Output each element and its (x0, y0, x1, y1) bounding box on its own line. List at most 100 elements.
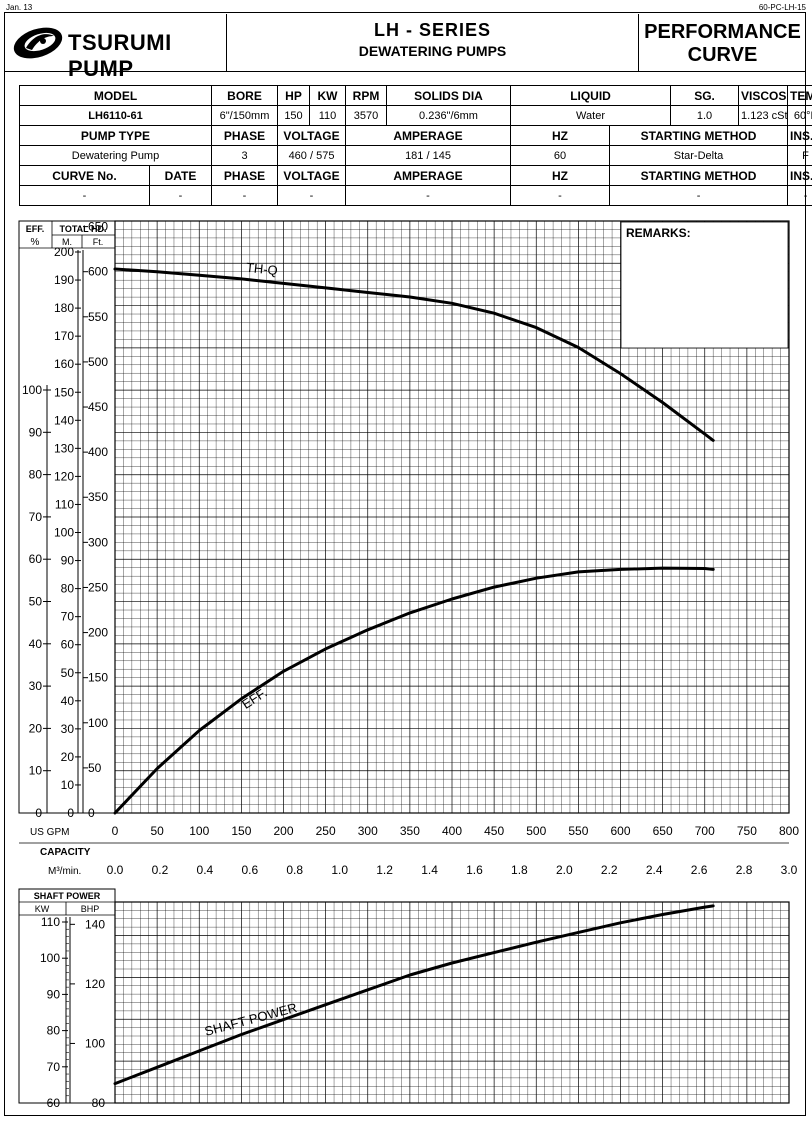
x-primary-tick-label: 50 (150, 824, 164, 838)
x-primary-tick-label: 150 (231, 824, 251, 838)
head-m-tick-label: 50 (61, 666, 75, 680)
x-primary-tick-label: 650 (653, 824, 673, 838)
head-m-tick-label: 150 (54, 385, 74, 399)
head-ft-tick-label: 600 (88, 265, 108, 279)
x-primary-tick-label: 800 (779, 824, 799, 838)
x-secondary-tick-label: 0.8 (286, 863, 303, 877)
head-m-tick-label: 180 (54, 301, 74, 315)
head-ft-unit: Ft. (93, 237, 104, 247)
label-kw: KW (309, 85, 346, 106)
x-primary-tick-label: 250 (316, 824, 336, 838)
eff-axis-header: EFF. (26, 224, 45, 234)
spec-row-2-values: Dewatering Pump 3 460 / 575 181 / 145 60… (19, 145, 812, 166)
head-m-tick-label: 60 (61, 638, 75, 652)
th-q-label: TH-Q (245, 260, 278, 278)
head-m-tick-label: 120 (54, 469, 74, 483)
doc-type-block: PERFORMANCE CURVE (639, 14, 806, 72)
kw-tick-label: 90 (47, 987, 61, 1001)
x-primary-tick-label: 750 (737, 824, 757, 838)
x-secondary-unit: M³/min. (48, 866, 81, 877)
x-primary-tick-label: 100 (189, 824, 209, 838)
head-ft-tick-label: 500 (88, 355, 108, 369)
x-secondary-tick-label: 2.8 (736, 863, 753, 877)
kw-tick-label: 110 (41, 915, 60, 929)
x-primary-unit: US GPM (30, 827, 69, 838)
head-ft-tick-label: 650 (88, 220, 108, 234)
kw-tick-label: 100 (40, 951, 60, 965)
kw-unit: KW (35, 904, 50, 914)
head-ft-tick-label: 550 (88, 310, 108, 324)
x-secondary-tick-label: 1.6 (466, 863, 483, 877)
kw-tick-label: 60 (47, 1096, 61, 1110)
head-m-tick-label: 170 (54, 329, 74, 343)
eff-tick-label: 60 (29, 552, 43, 566)
head-ft-tick-label: 150 (88, 671, 108, 685)
header-divider (4, 71, 806, 72)
eff-tick-label: 10 (29, 764, 43, 778)
x-primary-tick-label: 400 (442, 824, 462, 838)
bhp-tick-label: 140 (85, 917, 105, 931)
kw-tick-label: 80 (47, 1024, 61, 1038)
x-secondary-tick-label: 2.0 (556, 863, 573, 877)
x-secondary-tick-label: 3.0 (781, 863, 798, 877)
bhp-tick-label: 80 (92, 1096, 106, 1110)
head-ft-tick-label: 250 (88, 580, 108, 594)
x-secondary-tick-label: 1.4 (421, 863, 438, 877)
head-m-tick-label: 90 (61, 554, 75, 568)
eff-tick-label: 100 (22, 383, 42, 397)
remarks-box (620, 221, 789, 349)
brand-block: TSURUMI PUMP (4, 14, 227, 81)
eff-tick-label: 80 (29, 468, 43, 482)
eff-tick-label: 30 (29, 679, 43, 693)
x-secondary-tick-label: 0.4 (197, 863, 214, 877)
head-m-tick-label: 70 (61, 610, 75, 624)
doc-type-line1: PERFORMANCE (644, 21, 801, 43)
head-m-tick-label: 200 (54, 245, 74, 259)
value-starting-method-2: - (609, 185, 789, 206)
x-secondary-tick-label: 0.0 (107, 863, 124, 877)
head-m-tick-label: 30 (61, 722, 75, 736)
bhp-tick-label: 120 (85, 977, 105, 991)
header: TSURUMI PUMP LH - SERIES DEWATERING PUMP… (4, 14, 806, 81)
x-axis-label: CAPACITY (40, 847, 91, 858)
head-axis-header: TOTAL HD. (60, 224, 107, 234)
label-temp: TEMP. (787, 85, 812, 106)
eff-axis-unit: % (31, 237, 40, 248)
tsurumi-logo-icon (13, 27, 63, 59)
head-m-tick-label: 140 (54, 413, 74, 427)
x-primary-tick-label: 300 (358, 824, 378, 838)
x-primary-tick-label: 600 (610, 824, 630, 838)
head-m-tick-label: 160 (54, 357, 74, 371)
x-primary-tick-label: 200 (273, 824, 293, 838)
head-m-tick-label: 110 (55, 497, 74, 511)
head-m-tick-label: 0 (67, 806, 74, 820)
x-secondary-tick-label: 1.0 (331, 863, 348, 877)
bhp-tick-label: 100 (85, 1036, 105, 1050)
eff-tick-label: 40 (29, 637, 43, 651)
sp-axis-header: SHAFT POWER (34, 891, 101, 901)
head-m-tick-label: 80 (61, 582, 75, 596)
head-m-tick-label: 100 (54, 526, 74, 540)
head-ft-tick-label: 450 (88, 400, 108, 414)
label-ins-class-2: INS. CLASS (787, 165, 812, 186)
head-ft-tick-label: 200 (88, 626, 108, 640)
value-amperage: 181 / 145 (344, 145, 512, 166)
date-label: Jan. 13 (6, 3, 33, 12)
head-ft-tick-label: 50 (88, 761, 102, 775)
label-date: DATE (149, 165, 212, 186)
label-liquid: LIQUID (510, 85, 672, 106)
spec-table: MODEL BORE HP KW RPM SOLIDS DIA LIQUID S… (19, 85, 812, 206)
eff-tick-label: 20 (29, 721, 43, 735)
eff-curve (113, 566, 715, 815)
label-rpm: RPM (345, 85, 387, 106)
x-secondary-tick-label: 0.6 (241, 863, 258, 877)
value-hz-2: - (510, 185, 611, 206)
spec-row-3-values: - - - - - - - - (19, 185, 812, 206)
x-primary-tick-label: 550 (568, 824, 588, 838)
remarks-label: REMARKS: (626, 226, 691, 240)
x-secondary-tick-label: 1.8 (511, 863, 528, 877)
kw-tick-label: 70 (47, 1060, 61, 1074)
head-ft-tick-label: 0 (88, 806, 95, 820)
doc-code: 60-PC-LH-15 (758, 3, 806, 12)
